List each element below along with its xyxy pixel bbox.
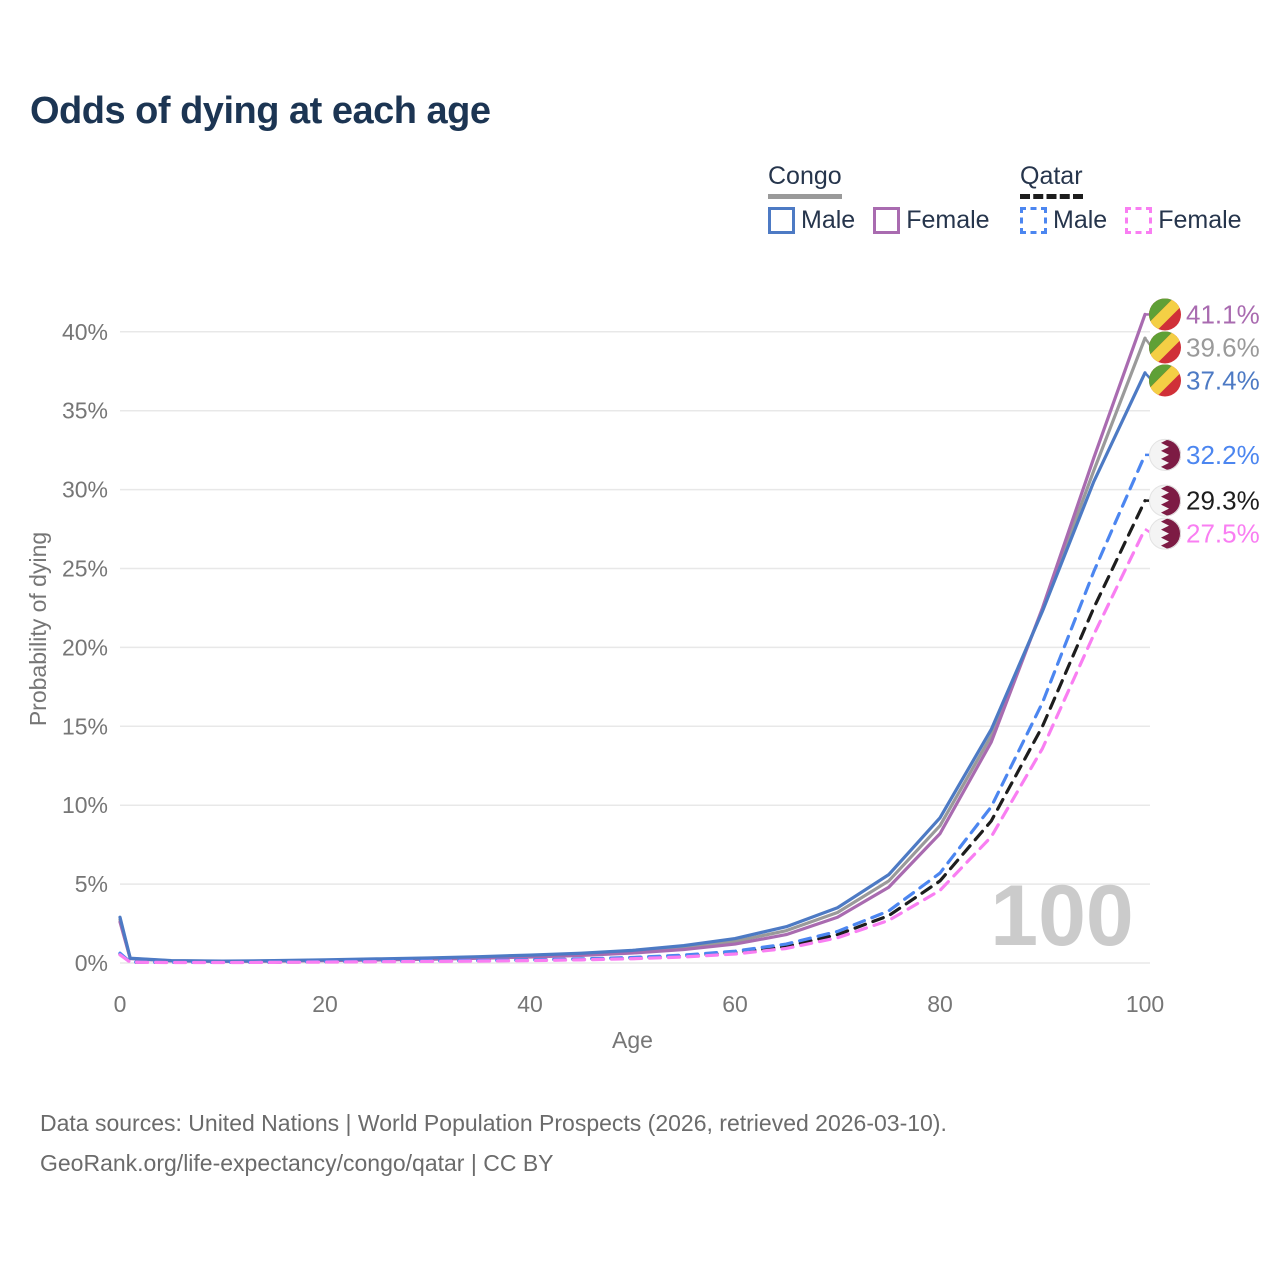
series-line-qatar-male[interactable]: [118, 453, 1147, 964]
legend-group-qatar: Qatar Male Female: [1020, 162, 1242, 235]
end-value-label-qatar-male: 32.2%: [1186, 440, 1260, 470]
legend-item-congo-male[interactable]: Male: [768, 206, 855, 235]
legend-item-congo-female[interactable]: Female: [873, 206, 990, 235]
flag-icon-congo: [1149, 364, 1181, 397]
series-line-congo-male[interactable]: [118, 371, 1147, 963]
end-value-label-congo-both-sexes: 39.6%: [1186, 332, 1260, 362]
x-tick-label: 100: [1126, 991, 1164, 1017]
flag-icon-qatar: [1149, 438, 1181, 471]
y-tick-label: 5%: [75, 871, 108, 897]
x-tick-label: 40: [517, 991, 543, 1017]
y-axis-title: Probability of dying: [25, 532, 51, 726]
chart-legend: Congo Male Female Qatar Male Female: [0, 162, 1280, 242]
x-axis-title: Age: [612, 1027, 653, 1053]
footer-source-line: Data sources: United Nations | World Pop…: [40, 1110, 947, 1136]
chart-title: Odds of dying at each age: [30, 90, 491, 132]
end-value-label-congo-male: 37.4%: [1186, 365, 1260, 395]
legend-country-label: Qatar: [1020, 162, 1083, 199]
footer-attribution-line: GeoRank.org/life-expectancy/congo/qatar …: [40, 1149, 554, 1176]
end-value-label-qatar-female: 27.5%: [1186, 519, 1260, 549]
series-line-qatar-both-sexes[interactable]: [118, 499, 1147, 965]
legend-swatch-icon: [1020, 207, 1047, 234]
age-watermark: 100: [990, 868, 1134, 964]
legend-group-congo: Congo Male Female: [768, 162, 990, 235]
legend-item-qatar-female[interactable]: Female: [1125, 206, 1242, 235]
y-tick-label: 0%: [75, 950, 108, 976]
y-tick-label: 25%: [62, 556, 108, 582]
x-tick-label: 80: [927, 991, 953, 1017]
end-value-label-qatar-both-sexes: 29.3%: [1186, 486, 1260, 516]
y-tick-label: 40%: [62, 319, 108, 345]
legend-swatch-icon: [1125, 207, 1153, 234]
legend-country-label: Congo: [768, 162, 842, 199]
legend-item-label: Male: [801, 206, 856, 234]
series-line-congo-female[interactable]: [118, 312, 1147, 964]
legend-item-label: Male: [1053, 206, 1108, 234]
footer: Data sources: United Nations | World Pop…: [40, 1104, 947, 1183]
y-tick-label: 35%: [62, 398, 108, 424]
x-tick-label: 0: [114, 991, 127, 1017]
legend-item-label: Female: [1158, 206, 1242, 234]
legend-swatch-icon: [873, 207, 901, 234]
legend-item-qatar-male[interactable]: Male: [1020, 206, 1107, 235]
flag-icon-qatar: [1149, 517, 1181, 550]
flag-icon-congo: [1149, 331, 1181, 364]
y-tick-label: 30%: [62, 477, 108, 503]
y-tick-label: 10%: [62, 792, 108, 818]
end-value-label-congo-female: 41.1%: [1186, 299, 1260, 329]
flag-icon-congo: [1149, 298, 1181, 331]
legend-item-label: Female: [906, 206, 990, 234]
x-tick-label: 60: [722, 991, 748, 1017]
legend-swatch-icon: [768, 207, 795, 234]
flag-icon-qatar: [1149, 484, 1181, 517]
y-tick-label: 20%: [62, 634, 108, 660]
x-tick-label: 20: [312, 991, 338, 1017]
y-tick-label: 15%: [62, 713, 108, 739]
